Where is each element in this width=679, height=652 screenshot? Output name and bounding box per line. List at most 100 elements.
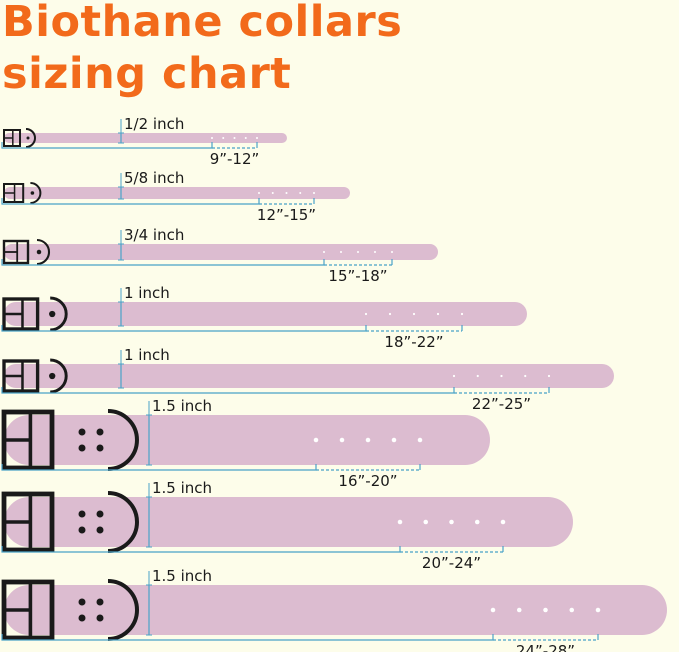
strap-hole <box>222 137 225 139</box>
rivet <box>96 614 104 622</box>
d-ring-icon <box>50 296 68 332</box>
size-range-label: 12”-15” <box>257 206 316 224</box>
strap-hole <box>299 192 302 194</box>
rivet <box>49 310 56 318</box>
rivet <box>78 526 86 534</box>
width-label: 1 inch <box>124 346 170 364</box>
strap-hole <box>339 437 345 443</box>
strap-hole <box>595 607 601 613</box>
rivet <box>96 428 104 436</box>
strap-hole <box>313 192 315 194</box>
strap-hole <box>543 607 548 613</box>
size-range-label: 20”-24” <box>422 554 481 572</box>
width-label: 1/2 inch <box>124 115 184 133</box>
strap-hole <box>436 312 440 316</box>
strap-hole <box>364 312 368 316</box>
collar-strap <box>4 415 490 465</box>
collar-strap <box>4 187 350 199</box>
length-bracket <box>1 387 455 394</box>
collar-strap <box>4 585 667 635</box>
strap-hole <box>211 137 213 139</box>
width-label: 1.5 inch <box>152 397 212 415</box>
strap-hole <box>357 251 359 253</box>
strap-hole <box>256 137 258 139</box>
length-bracket <box>1 325 367 332</box>
length-bracket <box>1 142 213 149</box>
d-ring-icon <box>107 491 139 553</box>
rivet <box>26 136 30 140</box>
collar-7: 1.5 inch 20”-24” <box>1 479 573 572</box>
strap-hole <box>391 251 393 253</box>
strap-hole <box>391 437 397 443</box>
width-label: 5/8 inch <box>124 169 184 187</box>
rivet <box>96 598 104 606</box>
rivet <box>96 444 104 452</box>
collar-4: 1 inch 18”-22” <box>1 284 527 351</box>
d-ring-icon <box>30 182 42 204</box>
d-ring-icon <box>107 409 139 471</box>
strap-hole <box>500 519 506 525</box>
strap-hole <box>397 519 403 525</box>
strap-hole <box>244 137 247 139</box>
collar-1: 1/2 inch 9”-12” <box>1 115 287 168</box>
size-range-label: 15”-18” <box>328 267 387 285</box>
strap-hole <box>524 374 527 378</box>
strap-hole <box>365 437 371 443</box>
width-label: 1.5 inch <box>152 567 212 585</box>
strap-hole <box>423 519 429 525</box>
length-bracket <box>1 634 494 641</box>
size-range-label: 9”-12” <box>210 150 260 168</box>
collar-strap <box>4 302 527 326</box>
strap-hole <box>474 519 480 525</box>
strap-hole <box>452 374 456 378</box>
strap-hole <box>388 312 392 316</box>
collar-2: 5/8 inch 12”-15” <box>1 169 350 224</box>
length-bracket <box>1 546 401 553</box>
width-label: 1 inch <box>124 284 170 302</box>
strap-hole <box>271 192 274 194</box>
collar-6: 1.5 inch 16”-20” <box>1 397 490 490</box>
size-range-label: 22”-25” <box>472 395 531 413</box>
length-bracket <box>1 259 325 266</box>
width-label: 3/4 inch <box>124 226 184 244</box>
rivet <box>78 598 86 606</box>
strap-hole <box>285 192 288 194</box>
length-bracket <box>1 464 317 471</box>
rivet <box>36 249 42 255</box>
strap-hole <box>516 607 522 613</box>
chart-title-line1: Biothane collars <box>2 0 403 47</box>
length-bracket <box>1 198 260 205</box>
d-ring-icon <box>107 579 139 641</box>
strap-hole <box>233 137 236 139</box>
collar-strap <box>4 497 573 547</box>
strap-hole <box>340 251 342 253</box>
rivet <box>78 614 86 622</box>
strap-hole <box>490 607 496 613</box>
collar-strap <box>4 364 614 388</box>
strap-hole <box>500 374 503 378</box>
size-range-label: 24”-28” <box>516 642 575 652</box>
d-ring-icon <box>36 238 51 266</box>
d-ring-icon <box>25 128 36 148</box>
d-ring-icon <box>50 358 68 394</box>
rivet <box>30 191 35 195</box>
rivet <box>78 444 86 452</box>
collar-3: 3/4 inch 15”-18” <box>1 226 438 285</box>
rivet <box>49 372 56 380</box>
strap-hole <box>569 607 575 613</box>
size-range-label: 18”-22” <box>384 333 443 351</box>
chart-title-line2: sizing chart <box>2 49 292 99</box>
strap-hole <box>323 251 325 253</box>
width-label: 1.5 inch <box>152 479 212 497</box>
strap-hole <box>547 374 551 378</box>
strap-hole <box>313 437 319 443</box>
strap-hole <box>412 312 416 316</box>
collar-strap <box>4 133 287 143</box>
collar-8: 1.5 inch 24”-28” <box>1 567 667 652</box>
strap-hole <box>449 519 454 525</box>
size-range-label: 16”-20” <box>338 472 397 490</box>
strap-hole <box>417 437 423 443</box>
strap-hole <box>476 374 479 378</box>
collar-5: 1 inch 22”-25” <box>1 346 614 413</box>
strap-hole <box>374 251 376 253</box>
